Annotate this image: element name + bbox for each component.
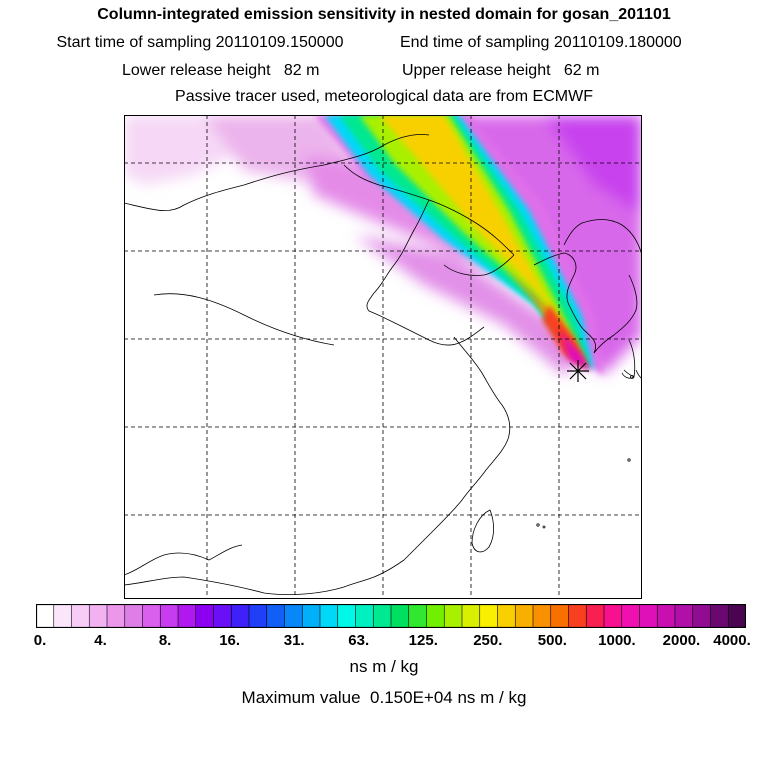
plume (314, 115, 604, 375)
colorbar-segment (656, 604, 676, 628)
colorbar-segment (603, 604, 623, 628)
upper-release-label: Upper release height 62 m (402, 62, 600, 79)
colorbar-segment (710, 604, 730, 628)
colorbar-tick-label: 0. (33, 632, 47, 649)
colorbar-segment (461, 604, 481, 628)
colorbar-segment (248, 604, 268, 628)
colorbar-segment (124, 604, 144, 628)
low-sensitivity-field (124, 115, 642, 375)
colorbar-frame (36, 604, 746, 628)
tracer-note: Passive tracer used, meteorological data… (175, 88, 593, 105)
colorbar-tick-label: 8. (158, 632, 172, 649)
colorbar-segment (106, 604, 126, 628)
receptor-star-icon (567, 360, 589, 382)
lat-lon-grid (124, 115, 642, 599)
colorbar-tick-label: 250. (473, 632, 503, 649)
colorbar-segment (639, 604, 659, 628)
colorbar-tick-label: 31. (283, 632, 305, 649)
colorbar-tick-label: 16. (219, 632, 241, 649)
colorbar-segment (88, 604, 108, 628)
colorbar-tick-label: 125. (408, 632, 438, 649)
colorbar-segment (53, 604, 73, 628)
colorbar-segment (514, 604, 534, 628)
lower-release-label: Lower release height 82 m (122, 62, 320, 79)
colorbar-segment (355, 604, 375, 628)
colorbar-segment (674, 604, 694, 628)
start-time-label: Start time of sampling 20110109.150000 (56, 34, 344, 51)
colorbar-segment (568, 604, 588, 628)
colorbar-segment (408, 604, 428, 628)
colorbar-segment (372, 604, 392, 628)
coastlines (124, 134, 642, 596)
colorbar-tick-label: 63. (348, 632, 370, 649)
colorbar-segment (319, 604, 339, 628)
colorbar-tick-label: 1000. (598, 632, 636, 649)
colorbar-segment (159, 604, 179, 628)
colorbar-segment (177, 604, 197, 628)
colorbar-segment (337, 604, 357, 628)
plot-title: Column-integrated emission sensitivity i… (97, 6, 671, 23)
colorbar-segment (585, 604, 605, 628)
colorbar-segment (497, 604, 517, 628)
colorbar-segment (266, 604, 286, 628)
colorbar-tick-label: 2000. (662, 632, 701, 649)
colorbar-tick-label: 4000. (713, 632, 751, 649)
colorbar-segment (142, 604, 162, 628)
colorbar-segment (301, 604, 321, 628)
colorbar-segment (692, 604, 712, 628)
colorbar-segment (390, 604, 410, 628)
colorbar-tick-label: 4. (94, 632, 107, 649)
colorbar-segment (36, 604, 55, 628)
colorbar-segment (426, 604, 446, 628)
end-time-label: End time of sampling 20110109.180000 (400, 34, 682, 51)
colorbar (36, 604, 746, 628)
colorbar-segment (195, 604, 215, 628)
colorbar-segment (284, 604, 304, 628)
colorbar-segment (443, 604, 463, 628)
colorbar-segment (71, 604, 91, 628)
colorbar-segment (532, 604, 552, 628)
colorbar-tick-label: 500. (537, 632, 567, 649)
colorbar-segment (213, 604, 233, 628)
colorbar-units: ns m / kg (349, 657, 419, 676)
map-frame (124, 115, 642, 599)
max-value-label: Maximum value 0.150E+04 ns m / kg (241, 688, 527, 707)
sensitivity-map (124, 115, 642, 599)
colorbar-segment (621, 604, 641, 628)
colorbar-segment (727, 604, 746, 628)
colorbar-segment (479, 604, 499, 628)
colorbar-segment (230, 604, 250, 628)
colorbar-segment (550, 604, 570, 628)
